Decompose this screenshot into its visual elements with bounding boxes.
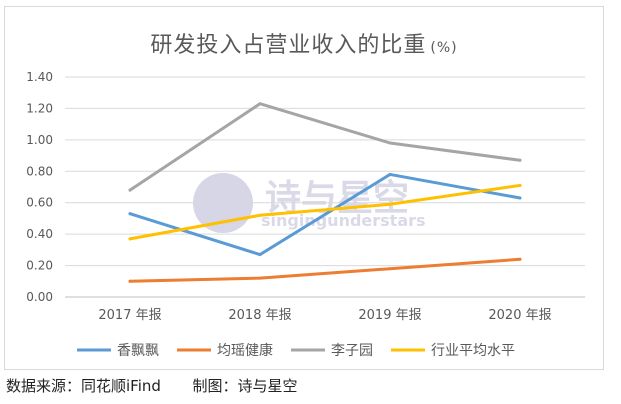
data-point — [258, 102, 262, 106]
watermark-en: singingunderstars — [261, 211, 426, 230]
series-line — [128, 172, 522, 257]
x-tick-label: 2020 年报 — [488, 308, 551, 323]
x-tick-label: 2019 年报 — [358, 308, 421, 323]
chart-title: 研发投入占营业收入的比重 (%) — [5, 27, 603, 59]
y-tick-label: 0.00 — [26, 290, 53, 304]
data-point — [128, 188, 132, 192]
series-line — [128, 102, 522, 192]
data-point — [518, 196, 522, 200]
data-point — [518, 158, 522, 162]
legend-label: 李子园 — [331, 343, 373, 359]
y-tick-label: 0.60 — [26, 196, 53, 210]
data-point — [258, 253, 262, 257]
series-line — [128, 183, 522, 241]
line-chart: 0.00 0.20 0.40 0.60 0.80 1.00 1.20 1.40 2017 年报 2… — [26, 70, 585, 359]
chart-title-unit: (%) — [430, 40, 458, 56]
data-point — [128, 279, 132, 283]
made-by-text: 制图：诗与星空 — [192, 377, 298, 395]
y-tick-label: 0.20 — [26, 259, 53, 273]
y-tick-label: 0.40 — [26, 227, 53, 241]
data-point — [128, 237, 132, 241]
chart-frame: 研发投入占营业收入的比重 (%) 诗与星空 singingunderstars 0… — [4, 6, 604, 370]
y-tick-label: 1.20 — [26, 101, 53, 115]
data-point — [388, 141, 392, 145]
x-tick-label: 2018 年报 — [228, 308, 291, 323]
chart-title-text: 研发投入占营业收入的比重 — [150, 33, 427, 58]
y-tick-label: 1.40 — [26, 70, 53, 84]
data-point — [258, 276, 262, 280]
data-point — [388, 172, 392, 176]
legend-label: 行业平均水平 — [431, 343, 515, 359]
data-point — [388, 202, 392, 206]
y-tick-label: 1.00 — [26, 133, 53, 147]
data-source-text: 数据来源：同花顺iFind — [6, 377, 161, 395]
y-tick-label: 0.80 — [26, 164, 53, 178]
legend-label: 香飘飘 — [117, 343, 159, 359]
legend-label: 均瑶健康 — [217, 342, 273, 359]
data-point — [388, 267, 392, 271]
data-point — [518, 183, 522, 187]
data-point — [518, 257, 522, 261]
x-tick-label: 2017 年报 — [98, 308, 161, 323]
data-point — [128, 212, 132, 216]
data-point — [258, 213, 262, 217]
series-line — [128, 257, 522, 283]
source-line: 数据来源：同花顺iFind 制图：诗与星空 — [6, 375, 297, 396]
